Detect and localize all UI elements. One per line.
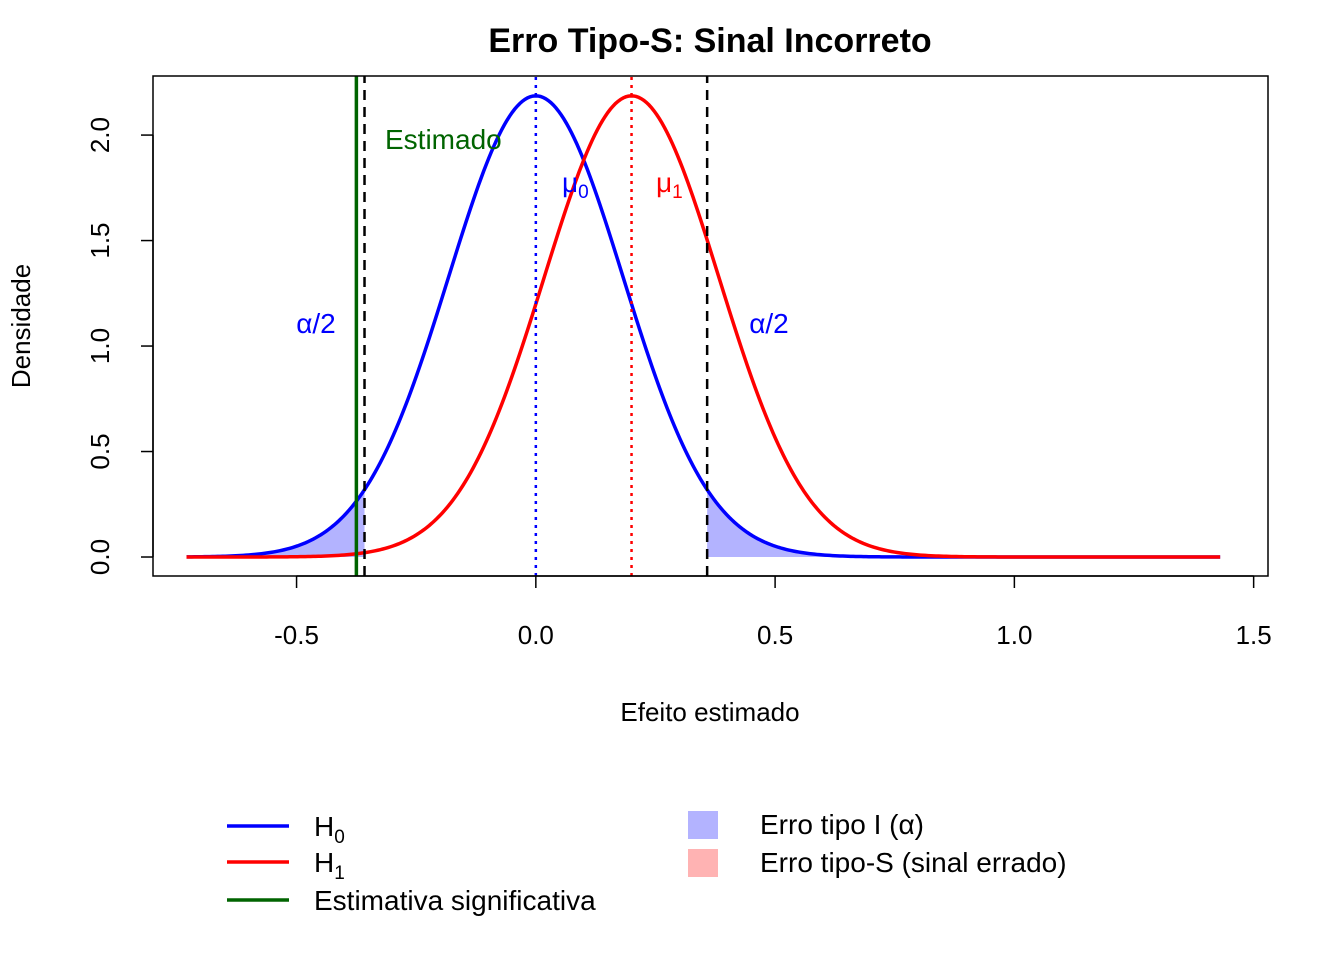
- mu0-label: μ0: [562, 167, 589, 203]
- y-tick-label: 0.0: [85, 539, 115, 575]
- h1-curve: [186, 94, 1221, 559]
- y-axis-title: Densidade: [6, 264, 36, 388]
- x-tick-label: 1.0: [996, 620, 1032, 650]
- x-axis: -0.5 0.0 0.5 1.0 1.5: [274, 575, 1272, 650]
- estimado-label: Estimado: [385, 124, 502, 155]
- chart-title: Erro Tipo-S: Sinal Incorreto: [488, 22, 931, 60]
- y-tick-label: 1.5: [85, 222, 115, 258]
- legend-types-label: Erro tipo-S (sinal errado): [760, 847, 1067, 878]
- y-tick-label: 2.0: [85, 117, 115, 153]
- legend-type1-label: Erro tipo I (α): [760, 809, 924, 840]
- x-tick-label: -0.5: [274, 620, 319, 650]
- x-tick-label: 0.0: [518, 620, 554, 650]
- plot-area: [186, 76, 1221, 576]
- alpha-right-label: α/2: [749, 308, 789, 339]
- legend-h0-label: H0: [314, 811, 345, 848]
- mu1-symbol: μ: [656, 167, 672, 198]
- type1-tail-left: [186, 489, 365, 558]
- legend-types-swatch: [688, 849, 718, 877]
- legend-h1-label: H1: [314, 847, 345, 884]
- mu0-subscript: 0: [578, 182, 589, 203]
- y-tick-label: 1.0: [85, 328, 115, 364]
- y-tick-label: 0.5: [85, 433, 115, 469]
- type1-tail-right: [707, 489, 1221, 558]
- legend-estimate-label: Estimativa significativa: [314, 885, 596, 916]
- x-axis-title: Efeito estimado: [620, 697, 799, 727]
- h0-curve: [186, 94, 1221, 559]
- legend: H0 H1 Estimativa significativa Erro tipo…: [227, 809, 1067, 916]
- mu1-label: μ1: [656, 167, 683, 203]
- mu1-subscript: 1: [672, 182, 683, 203]
- mu0-symbol: μ: [562, 167, 578, 198]
- alpha-left-label: α/2: [296, 308, 336, 339]
- x-tick-label: 1.5: [1236, 620, 1272, 650]
- legend-type1-swatch: [688, 811, 718, 839]
- x-tick-label: 0.5: [757, 620, 793, 650]
- y-axis: 0.0 0.5 1.0 1.5 2.0: [85, 117, 154, 575]
